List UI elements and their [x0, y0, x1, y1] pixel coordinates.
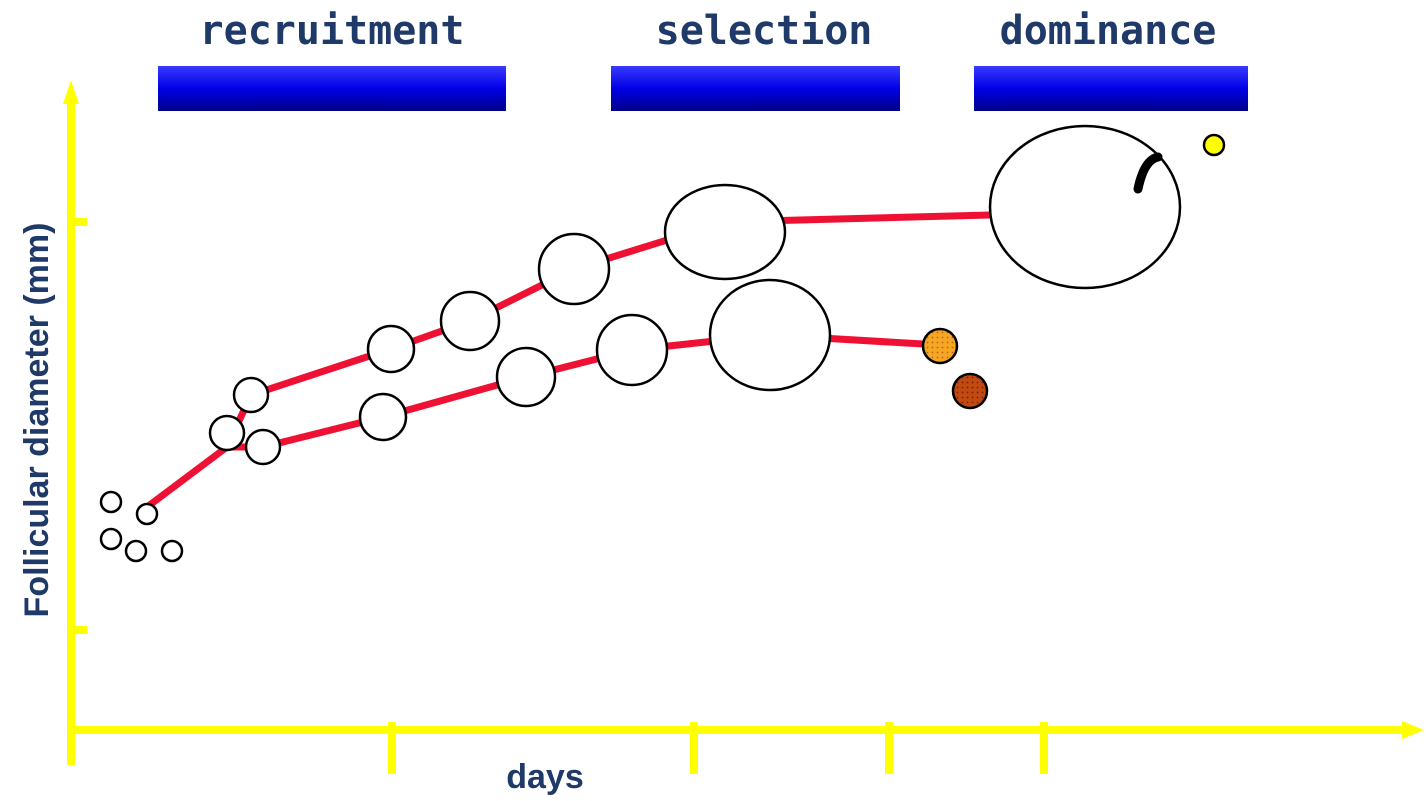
follicle: [708, 278, 832, 392]
phase-bar-recruitment: [158, 66, 506, 111]
follicle: [232, 376, 270, 414]
follicle: [537, 232, 611, 306]
follicle: [99, 490, 123, 514]
follicle: [160, 539, 184, 563]
phase-label-dominance: dominance: [1000, 8, 1217, 54]
follicle: [99, 527, 123, 551]
follicle: [358, 392, 408, 442]
atretic-follicle-orange: [921, 327, 959, 365]
x-axis-label: days: [506, 758, 584, 796]
phase-bar-selection: [611, 66, 900, 111]
phase-bar-dominance: [974, 66, 1248, 111]
follicle: [595, 313, 669, 387]
y-axis-label: Follicular diameter (mm): [18, 223, 56, 618]
ovulation-rupture-mark: [1133, 152, 1163, 194]
follicle: [439, 290, 501, 352]
oocyte-icon: [1202, 133, 1226, 157]
y-axis-arrowhead: [63, 80, 79, 104]
x-axis-arrowhead: [1402, 721, 1424, 739]
follicle: [244, 428, 282, 466]
x-axis: [67, 722, 1410, 774]
follicle: [208, 414, 246, 452]
subordinate-follicle-growth-line: [223, 331, 944, 451]
follicles: [99, 124, 1182, 563]
follicle: [663, 183, 787, 281]
atretic-follicle-brown: [951, 372, 989, 410]
follicle: [135, 502, 159, 526]
y-axis: [67, 92, 87, 735]
phase-label-recruitment: recruitment: [200, 8, 465, 54]
follicle: [495, 346, 557, 408]
follicle: [124, 539, 148, 563]
phase-label-selection: selection: [656, 8, 873, 54]
dominant-follicle: [988, 124, 1182, 290]
follicle: [366, 324, 416, 374]
